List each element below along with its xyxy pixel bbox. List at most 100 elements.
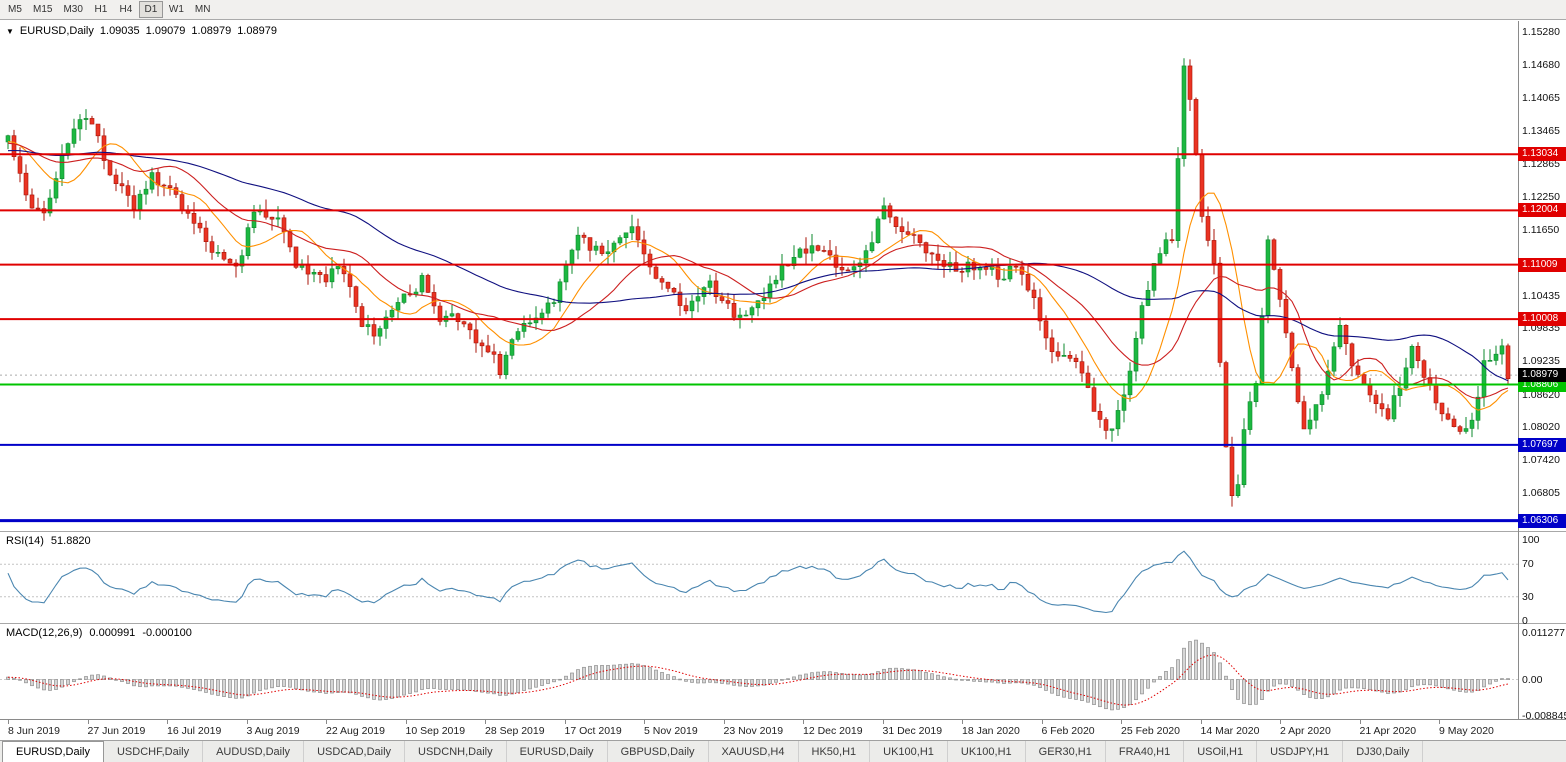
- chart-tab[interactable]: UK100,H1: [948, 741, 1026, 762]
- price-chart[interactable]: [0, 21, 1518, 531]
- price-axis-tick: 1.15280: [1522, 25, 1560, 38]
- date-axis-tick: [564, 720, 566, 724]
- moving-average-lines: [7, 140, 1509, 411]
- chart-tab[interactable]: USDCNH,Daily: [405, 741, 507, 762]
- date-axis-tick: [1041, 720, 1043, 724]
- price-axis-tick: 1.07420: [1522, 453, 1560, 466]
- date-axis-label: 8 Jun 2019: [8, 725, 60, 737]
- timeframe-button-h1[interactable]: H1: [94, 4, 108, 15]
- rsi-line: [7, 550, 1509, 614]
- date-axis[interactable]: 8 Jun 2019 27 Jun 2019 16 Jul 2019 3 Aug 20…: [0, 719, 1566, 740]
- panel-separator[interactable]: [0, 623, 1566, 624]
- date-axis-label: 23 Nov 2019: [723, 725, 784, 737]
- macd-histogram: [6, 639, 1510, 711]
- price-axis-tick: 1.11650: [1522, 223, 1560, 236]
- price-axis-tick: 1.12250: [1522, 190, 1560, 203]
- chart-tab[interactable]: GER30,H1: [1026, 741, 1106, 762]
- date-axis-tick: [246, 720, 248, 724]
- price-level-badge: 1.07697: [1518, 437, 1566, 452]
- rsi-panel[interactable]: [0, 532, 1518, 623]
- timeframe-button-h4[interactable]: H4: [119, 4, 133, 15]
- chart-tab[interactable]: GBPUSD,Daily: [608, 741, 709, 762]
- date-axis-tick: [644, 720, 645, 724]
- price-axis-tick: 1.14680: [1522, 58, 1560, 71]
- date-axis-tick: [167, 720, 168, 724]
- timeframe-button-mn[interactable]: MN: [194, 4, 211, 15]
- timeframe-button-m15[interactable]: M15: [33, 4, 53, 15]
- date-axis-label: 18 Jan 2020: [962, 725, 1020, 737]
- date-axis-tick: [1121, 720, 1122, 724]
- date-axis-label: 14 Mar 2020: [1200, 725, 1260, 737]
- date-axis-tick: [8, 720, 9, 724]
- chart-tab[interactable]: HK50,H1: [799, 741, 871, 762]
- date-axis-label: 12 Dec 2019: [803, 725, 863, 737]
- ohlc-open: 1.09035: [99, 25, 140, 37]
- current-price-badge: 1.08979: [1518, 368, 1566, 383]
- ma-20-line: [7, 142, 1509, 400]
- candlestick-series: [5, 58, 1511, 507]
- date-axis-label: 17 Oct 2019: [564, 725, 622, 737]
- date-axis-label: 16 Jul 2019: [167, 725, 222, 737]
- date-axis-tick: [485, 720, 486, 724]
- timeframe-toolbar: M5 M15 M30 H1 H4 D1 W1 MN: [0, 0, 1566, 20]
- chart-tab[interactable]: UK100,H1: [870, 741, 948, 762]
- horizontal-level-lines[interactable]: [0, 153, 1518, 523]
- chart-tab[interactable]: USDCHF,Daily: [104, 741, 204, 762]
- rsi-indicator-value: 51.8820: [50, 535, 91, 547]
- chart-symbol: EURUSD,Daily: [19, 25, 94, 37]
- date-axis-label: 25 Feb 2020: [1121, 725, 1180, 737]
- date-axis-label: 28 Sep 2019: [485, 725, 545, 737]
- macd-title: MACD(12,26,9) 0.000991 -0.000100: [6, 627, 192, 639]
- macd-axis-tick: 0.00: [1522, 673, 1543, 686]
- timeframe-button-w1[interactable]: W1: [168, 4, 184, 15]
- date-axis-label: 10 Sep 2019: [405, 725, 466, 737]
- chart-title: ▼ EURUSD,Daily 1.09035 1.09079 1.08979 1…: [6, 25, 277, 37]
- date-axis-label: 6 Feb 2020: [1041, 725, 1095, 737]
- date-axis-label: 5 Nov 2019: [644, 725, 698, 737]
- date-axis-tick: [1439, 720, 1440, 724]
- chart-tabs-bar: EURUSD,Daily USDCHF,Daily AUDUSD,Daily USDC…: [0, 740, 1566, 762]
- price-level-badge: 1.13034: [1518, 147, 1566, 162]
- timeframe-button-m30[interactable]: M30: [63, 4, 83, 15]
- date-axis-label: 9 May 2020: [1439, 725, 1494, 737]
- chart-tab[interactable]: EURUSD,Daily: [2, 741, 104, 762]
- rsi-axis-tick: 0: [1522, 614, 1528, 627]
- macd-signal-value: -0.000100: [142, 627, 192, 639]
- chart-tab[interactable]: XAUUSD,H4: [709, 741, 799, 762]
- ohlc-close: 1.08979: [237, 25, 277, 37]
- date-axis-tick: [882, 720, 884, 724]
- chart-tab[interactable]: USOil,H1: [1184, 741, 1258, 762]
- ohlc-low: 1.08979: [191, 25, 232, 37]
- ma-50-line: [7, 149, 1509, 382]
- chart-tab[interactable]: EURUSD,Daily: [507, 741, 608, 762]
- date-axis-tick: [87, 720, 89, 724]
- macd-signal-line: [7, 654, 1509, 706]
- price-axis-tick: 1.09235: [1522, 355, 1560, 368]
- ma-10-line: [7, 140, 1509, 411]
- chart-tab[interactable]: FRA40,H1: [1106, 741, 1185, 762]
- macd-indicator-value: 0.000991: [89, 627, 136, 639]
- symbol-dropdown-icon[interactable]: ▼: [6, 26, 14, 36]
- price-axis-tick: 1.06805: [1522, 487, 1560, 500]
- chart-tab[interactable]: DJ30,Daily: [1343, 741, 1424, 762]
- date-axis-label: 3 Aug 2019: [246, 725, 300, 737]
- timeframe-button-m5[interactable]: M5: [8, 4, 22, 15]
- ohlc-high: 1.09079: [145, 25, 186, 37]
- rsi-indicator-name: RSI(14): [6, 535, 44, 547]
- price-axis-tick: 1.08020: [1522, 421, 1560, 434]
- timeframe-button-d1[interactable]: D1: [138, 1, 163, 18]
- price-level-badge: 1.11009: [1518, 257, 1566, 272]
- chart-tab[interactable]: USDCAD,Daily: [304, 741, 406, 762]
- date-axis-label: 21 Apr 2020: [1359, 725, 1417, 737]
- chart-tab[interactable]: AUDUSD,Daily: [203, 741, 305, 762]
- chart-tab[interactable]: USDJPY,H1: [1257, 741, 1344, 762]
- date-axis-tick: [962, 720, 963, 724]
- price-axis-tick: 1.08620: [1522, 388, 1560, 401]
- date-axis-label: 2 Apr 2020: [1280, 725, 1331, 737]
- macd-panel[interactable]: [0, 624, 1518, 719]
- rsi-axis-tick: 70: [1522, 558, 1534, 571]
- panel-separator[interactable]: [0, 531, 1566, 532]
- macd-indicator-name: MACD(12,26,9): [6, 627, 83, 639]
- date-axis-tick: [1280, 720, 1281, 724]
- date-axis-tick: [723, 720, 725, 724]
